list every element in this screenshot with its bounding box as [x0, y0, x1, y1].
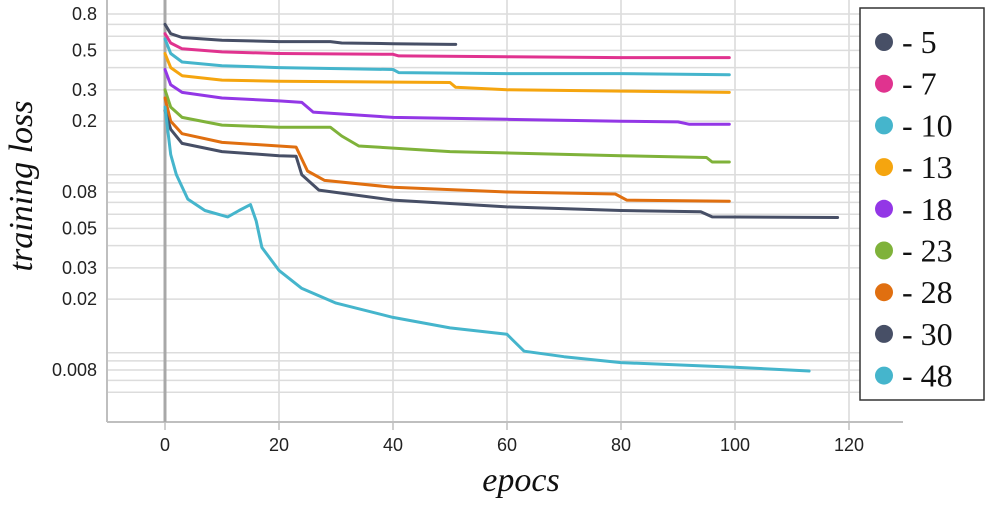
- x-tick-label: 60: [497, 435, 517, 455]
- x-tick-label: 20: [269, 435, 289, 455]
- y-tick-label: 0.2: [72, 111, 97, 131]
- series-line-3: [163, 37, 731, 77]
- series-line-4: [163, 52, 731, 94]
- y-tick-label: 0.08: [62, 182, 97, 202]
- series-line-5: [163, 68, 731, 126]
- legend-marker: [875, 199, 893, 218]
- legend-label: - 13: [902, 149, 953, 185]
- legend-marker: [875, 74, 893, 93]
- legend-label: - 5: [902, 24, 937, 60]
- y-axis-ticks: 0.8 0.5 0.3 0.2 0.08 0.05 0.03 0.02 0.008: [52, 4, 97, 380]
- x-tick-label: 0: [160, 435, 170, 455]
- y-tick-label: 0.008: [52, 360, 97, 380]
- series-line-8: [163, 108, 840, 219]
- series-line-9: [163, 105, 811, 373]
- legend-marker: [875, 158, 893, 177]
- legend-marker: [875, 324, 893, 343]
- y-tick-label: 0.5: [72, 40, 97, 60]
- legend-label: - 30: [902, 316, 953, 352]
- series-line-1: [163, 22, 458, 46]
- legend-marker: [875, 283, 893, 302]
- legend-marker: [875, 33, 893, 51]
- legend-marker: [875, 366, 893, 385]
- legend-label: - 28: [902, 274, 953, 310]
- legend: - 5 - 7 - 10 - 13 - 18 - 23 - 28 - 30 - 48: [859, 7, 985, 401]
- y-tick-label: 0.02: [62, 289, 97, 309]
- series-lines: [163, 22, 840, 373]
- legend-marker: [875, 241, 893, 260]
- y-tick-label: 0.05: [62, 218, 97, 238]
- legend-marker: [875, 116, 893, 135]
- series-line-2: [163, 32, 731, 60]
- legend-label: - 23: [902, 233, 953, 269]
- legend-label: - 18: [902, 191, 953, 227]
- x-tick-label: 80: [611, 435, 631, 455]
- y-tick-label: 0.3: [72, 80, 97, 100]
- legend-label: - 7: [902, 66, 937, 102]
- x-axis-title: epocs: [482, 462, 559, 499]
- y-tick-label: 0.8: [72, 4, 97, 24]
- y-axis-title: training loss: [3, 101, 40, 272]
- series-line-7: [163, 96, 731, 203]
- legend-label: - 10: [902, 107, 953, 143]
- x-tick-label: 120: [834, 435, 864, 455]
- x-tick-label: 100: [720, 435, 750, 455]
- grid: [107, 0, 903, 422]
- y-tick-label: 0.03: [62, 258, 97, 278]
- series-line-6: [163, 88, 731, 164]
- legend-label: - 48: [902, 358, 953, 394]
- x-axis-ticks: 0 20 40 60 80 100 120: [160, 422, 864, 455]
- x-tick-label: 40: [383, 435, 403, 455]
